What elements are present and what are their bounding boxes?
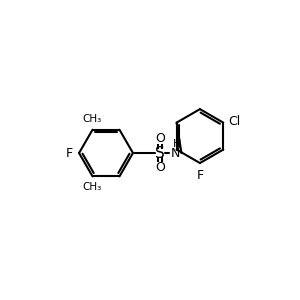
Text: CH₃: CH₃ <box>82 182 101 192</box>
Text: O: O <box>155 161 165 174</box>
Text: Cl: Cl <box>229 115 241 128</box>
Text: CH₃: CH₃ <box>82 114 101 124</box>
Text: N: N <box>171 146 180 160</box>
Text: F: F <box>66 146 73 160</box>
Text: O: O <box>155 132 165 145</box>
Text: F: F <box>196 169 203 182</box>
Text: S: S <box>155 146 165 160</box>
Text: H: H <box>173 139 181 149</box>
